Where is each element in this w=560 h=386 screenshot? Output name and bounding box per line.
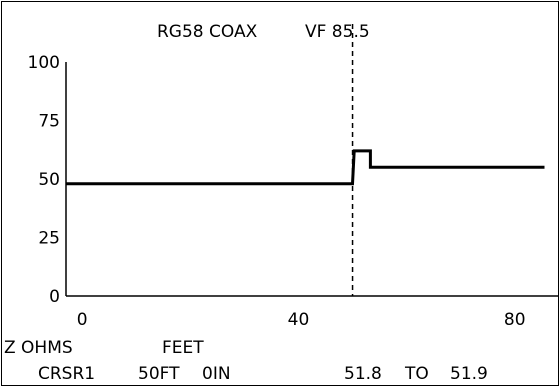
range-to-label: TO [404, 364, 429, 384]
y-tick-label: 75 [38, 112, 60, 132]
y-unit-label: Z OHMS [4, 338, 73, 358]
cursor-inches: 0IN [202, 364, 231, 384]
range-from: 51.8 [344, 364, 382, 384]
x-tick-label: 40 [288, 310, 310, 330]
range-to: 51.9 [450, 364, 488, 384]
x-tick-labels: 0 40 80 [77, 310, 526, 330]
cursor-label: CRSR1 [38, 364, 95, 384]
x-tick-label: 80 [504, 310, 526, 330]
y-tick-label: 100 [28, 53, 60, 73]
y-tick-label: 0 [49, 287, 60, 307]
y-tick-label: 50 [38, 170, 60, 190]
cursor-feet: 50FT [138, 364, 180, 384]
y-tick-label: 25 [38, 229, 60, 249]
x-unit-label: FEET [162, 338, 204, 358]
x-tick-label: 0 [77, 310, 88, 330]
chart-title-vf: VF 85.5 [305, 22, 370, 42]
y-tick-labels: 0 25 50 75 100 [28, 53, 60, 307]
chart-title-cable: RG58 COAX [157, 22, 258, 42]
impedance-trace [66, 149, 545, 186]
series-layer [66, 149, 545, 186]
